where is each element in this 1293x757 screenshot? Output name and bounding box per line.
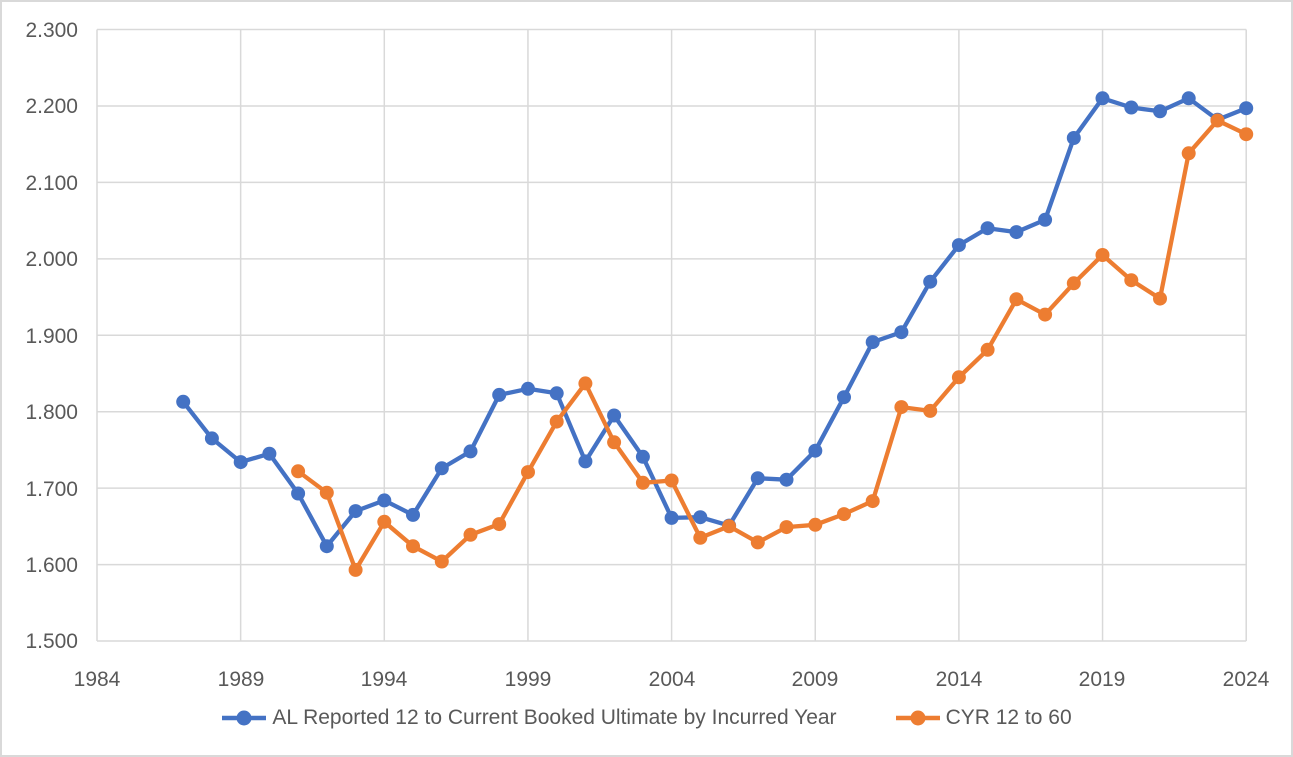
y-axis-tick-label: 1.900 (25, 325, 78, 348)
x-axis-tick-label: 1984 (74, 668, 121, 691)
legend-marker-orange-icon (895, 710, 940, 726)
y-axis-tick-label: 1.600 (25, 554, 78, 577)
y-axis-tick-label: 2.200 (25, 95, 78, 118)
y-axis-tick-label: 2.000 (25, 248, 78, 271)
x-axis-tick-label: 2014 (936, 668, 983, 691)
x-axis-tick-labels: 1984 1989 1994 1999 2004 2009 2014 2019 … (74, 668, 1270, 691)
legend-label: CYR 12 to 60 (945, 706, 1072, 729)
series-cyr (291, 113, 1254, 577)
x-axis-tick-label: 1999 (505, 668, 552, 691)
y-axis-tick-labels: 2.300 2.200 2.100 2.000 1.900 1.800 1.70… (25, 19, 78, 653)
legend-label: AL Reported 12 to Current Booked Ultimat… (272, 706, 837, 729)
x-axis-tick-label: 1989 (218, 668, 265, 691)
x-axis-tick-label: 2009 (792, 668, 839, 691)
series-al-reported (176, 91, 1254, 554)
legend-marker-blue-icon (222, 710, 267, 726)
y-axis-tick-label: 1.700 (25, 478, 78, 501)
legend: AL Reported 12 to Current Booked Ultimat… (2, 706, 1291, 730)
legend-item-al-reported[interactable]: AL Reported 12 to Current Booked Ultimat… (221, 706, 837, 730)
x-axis-tick-label: 2019 (1079, 668, 1126, 691)
series-layer (176, 91, 1254, 577)
y-axis-tick-label: 2.300 (25, 19, 78, 42)
y-axis-tick-label: 1.800 (25, 401, 78, 424)
legend-item-cyr[interactable]: CYR 12 to 60 (895, 706, 1072, 730)
gridlines (96, 28, 1247, 642)
x-axis-tick-label: 2024 (1223, 668, 1270, 691)
x-axis-tick-label: 2004 (649, 668, 696, 691)
y-axis-tick-label: 1.500 (25, 630, 78, 653)
y-axis-tick-label: 2.100 (25, 172, 78, 195)
x-axis-tick-label: 1994 (361, 668, 408, 691)
